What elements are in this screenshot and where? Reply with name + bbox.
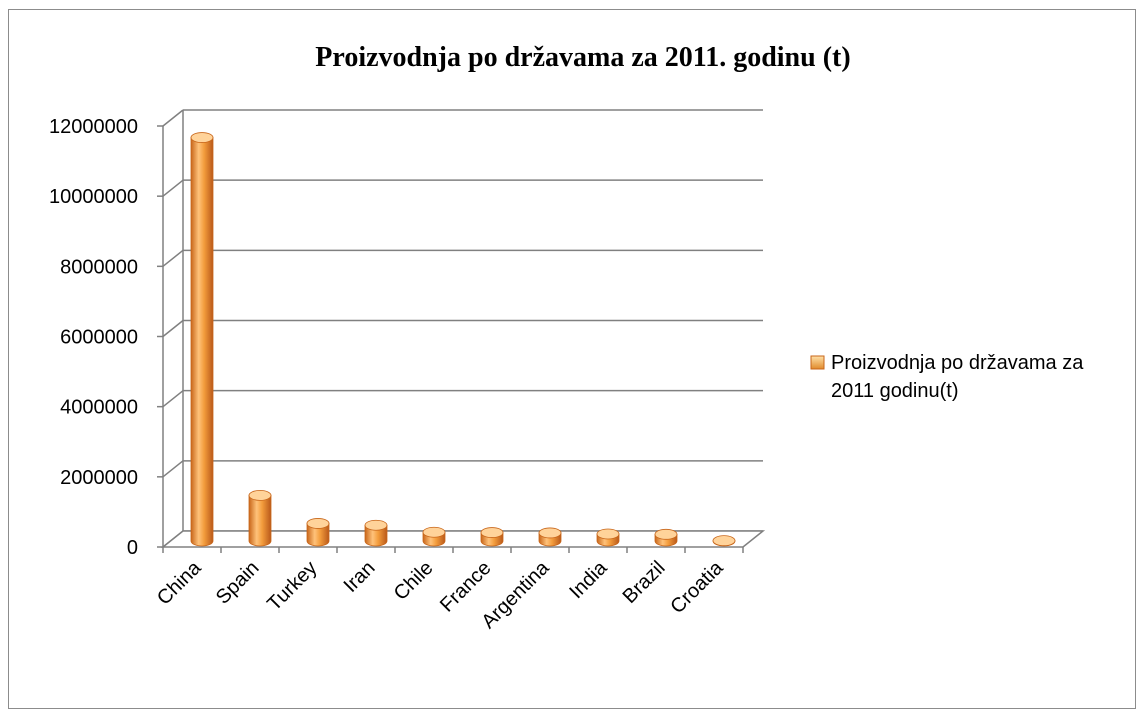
x-tick-label-3: Iran — [340, 557, 380, 597]
x-tick-label-8: Brazil — [619, 557, 670, 608]
bars-group — [190, 132, 736, 547]
chart-svg: Proizvodnja po državama za 2011. godinu … — [49, 42, 1084, 633]
bar-turkey — [306, 518, 330, 547]
bar-india — [596, 528, 620, 547]
grid-diagonal-2 — [162, 390, 184, 408]
plot-area — [160, 109, 766, 548]
bar-top-7 — [596, 528, 620, 540]
bar-chile — [422, 526, 446, 547]
legend-label-line-1: Proizvodnja po državama za — [831, 352, 1084, 374]
grid-diagonal-1 — [162, 460, 184, 478]
grid-diagonal-5 — [162, 179, 184, 197]
bar-top-8 — [654, 528, 678, 540]
y-tick-label-0: 0 — [127, 537, 138, 559]
bar-spain — [248, 489, 272, 547]
x-axis-ticks: China Spain Turkey Iran ChileFranceArgentina… — [153, 547, 744, 633]
bar-top-6 — [538, 527, 562, 539]
bar-china — [190, 132, 214, 547]
bar-body-0 — [190, 137, 214, 547]
x-tick-label-2: Turkey — [263, 557, 321, 615]
bar-body-1 — [248, 494, 272, 547]
bar-top-9 — [712, 535, 736, 547]
bar-body-2 — [306, 523, 330, 547]
y-tick-label-3: 6000000 — [60, 327, 138, 349]
grid-diagonal-3 — [162, 319, 184, 338]
bar-top-4 — [422, 526, 446, 538]
bar-top-2 — [306, 518, 330, 529]
bar-body-3 — [364, 524, 388, 547]
y-tick-label-6: 12000000 — [49, 116, 138, 138]
bar-top-5 — [480, 527, 504, 538]
legend: Proizvodnja po državama za 2011 godinu(t… — [810, 352, 1084, 402]
x-tick-label-7: India — [565, 556, 612, 603]
bar-brazil — [654, 528, 678, 547]
x-tick-label-4: Chile — [390, 557, 438, 605]
x-tick-label-1: Spain — [212, 557, 264, 609]
y-tick-label-5: 10000000 — [49, 186, 138, 208]
y-tick-label-4: 8000000 — [60, 256, 138, 278]
bar-france — [480, 527, 504, 547]
bar-argentina — [538, 527, 562, 547]
x-tick-label-9: Croatia — [666, 556, 728, 618]
x-tick-label-0: China — [153, 556, 206, 609]
y-tick-label-2: 4000000 — [60, 397, 138, 419]
grid-diagonal-4 — [162, 249, 184, 267]
y-tick-label-1: 2000000 — [60, 467, 138, 489]
chart-title: Proizvodnja po državama za 2011. godinu … — [315, 42, 850, 73]
y-axis-ticks: 0 2000000 4000000 6000000 8000000 10000000 120… — [49, 116, 163, 559]
bar-top-3 — [364, 519, 388, 531]
grid-diagonal-6 — [162, 109, 184, 127]
bar-top-1 — [248, 489, 272, 501]
legend-swatch — [810, 355, 825, 370]
legend-label-line-2: 2011 godinu(t) — [831, 380, 959, 402]
bar-iran — [364, 519, 388, 547]
bar-top-0 — [190, 132, 214, 143]
bar-croatia — [712, 535, 736, 547]
